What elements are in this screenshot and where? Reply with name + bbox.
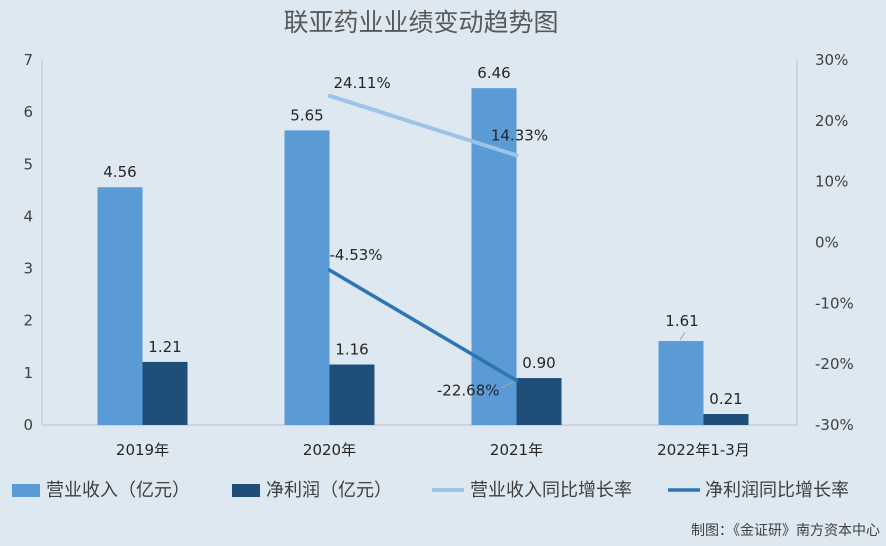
- legend-item-net-profit: 净利润（亿元）: [232, 480, 392, 501]
- right-axis-tick-label: 0%: [815, 234, 839, 252]
- chart-title: 联亚药业业绩变动趋势图: [283, 8, 558, 37]
- legend-label-revenue-growth: 营业收入同比增长率: [470, 480, 632, 501]
- legend: 营业收入（亿元） 净利润（亿元） 营业收入同比增长率 净利润同比增长率: [12, 480, 849, 501]
- left-axis-tick-label: 7: [23, 51, 33, 69]
- legend-item-revenue: 营业收入（亿元）: [12, 480, 190, 501]
- net-profit-growth-point: [327, 268, 332, 272]
- line-series: [327, 93, 519, 383]
- legend-swatch-revenue: [12, 484, 40, 497]
- right-axis-tick-label: -30%: [815, 416, 854, 434]
- left-axis-tick-label: 5: [23, 155, 33, 173]
- net-profit-growth-line: [328, 268, 518, 382]
- left-axis-tick-label: 2: [23, 312, 33, 330]
- revenue-data-label: 5.65: [290, 106, 323, 124]
- revenue-growth-data-label: 14.33%: [491, 126, 548, 144]
- revenue-data-label: 4.56: [103, 163, 136, 181]
- left-axis-tick-label: 1: [23, 364, 33, 382]
- net-profit-growth-data-label: -22.68%: [437, 381, 500, 399]
- legend-item-revenue-growth: 营业收入同比增长率: [432, 480, 632, 501]
- x-axis-category-label: 2020年: [303, 441, 356, 459]
- right-axis-tick-label: 20%: [815, 112, 848, 130]
- x-axis-category-label: 2019年: [116, 441, 169, 459]
- net-profit-growth-data-label: -4.53%: [330, 246, 383, 264]
- left-axis-tick-label: 0: [23, 416, 33, 434]
- legend-label-net-profit-growth: 净利润同比增长率: [705, 480, 849, 501]
- x-axis-category-label: 2022年1-3月: [657, 441, 750, 459]
- x-axis-labels: 2019年 2020年 2021年 2022年1-3月: [116, 441, 750, 459]
- x-axis-category-label: 2021年: [490, 441, 543, 459]
- bar-series: [97, 88, 749, 426]
- right-axis-tick-label: 10%: [815, 173, 848, 191]
- net-profit-growth-point: [514, 378, 519, 383]
- data-label-leader-line: [679, 331, 686, 341]
- legend-swatch-net-profit: [232, 484, 260, 497]
- net-profit-bar: [516, 378, 562, 425]
- right-axis-tick-label: 30%: [815, 51, 848, 69]
- left-axis-tick-label: 3: [23, 260, 33, 278]
- left-axis-ticks: 0 1 2 3 4 5 6 7: [23, 51, 33, 434]
- revenue-growth-line: [328, 93, 518, 158]
- revenue-growth-data-label: 24.11%: [334, 74, 391, 92]
- net-profit-data-label: 1.16: [335, 341, 368, 359]
- net-profit-data-label: 0.21: [709, 390, 742, 408]
- net-profit-data-label: 0.90: [522, 354, 555, 372]
- net-profit-bar: [142, 361, 188, 425]
- left-axis-tick-label: 4: [23, 207, 33, 225]
- revenue-growth-point: [327, 93, 332, 98]
- legend-label-net-profit: 净利润（亿元）: [266, 480, 392, 501]
- legend-label-revenue: 营业收入（亿元）: [46, 480, 190, 501]
- data-label-leader-line: [501, 381, 515, 388]
- revenue-bar: [97, 187, 143, 425]
- net-profit-bar: [703, 414, 749, 425]
- data-labels: 4.56 5.65 6.46 1.61 1.21 1.16 0.90 0.21 24.11% 14…: [103, 64, 742, 408]
- source-note: 制图：《金证研》南方资本中心: [691, 523, 880, 539]
- revenue-data-label: 6.46: [477, 64, 510, 82]
- right-axis-tick-label: -20%: [815, 355, 854, 373]
- revenue-bar: [284, 130, 330, 425]
- legend-item-net-profit-growth: 净利润同比增长率: [668, 480, 849, 501]
- revenue-growth-point: [514, 153, 519, 158]
- net-profit-data-label: 1.21: [148, 338, 181, 356]
- right-axis-tick-label: -10%: [815, 294, 854, 312]
- right-axis-ticks: -30% -20% -10% 0% 10% 20% 30%: [815, 51, 854, 434]
- revenue-bar: [658, 341, 704, 425]
- left-axis-tick-label: 6: [23, 103, 33, 121]
- revenue-data-label: 1.61: [665, 312, 698, 330]
- net-profit-bar: [329, 364, 375, 425]
